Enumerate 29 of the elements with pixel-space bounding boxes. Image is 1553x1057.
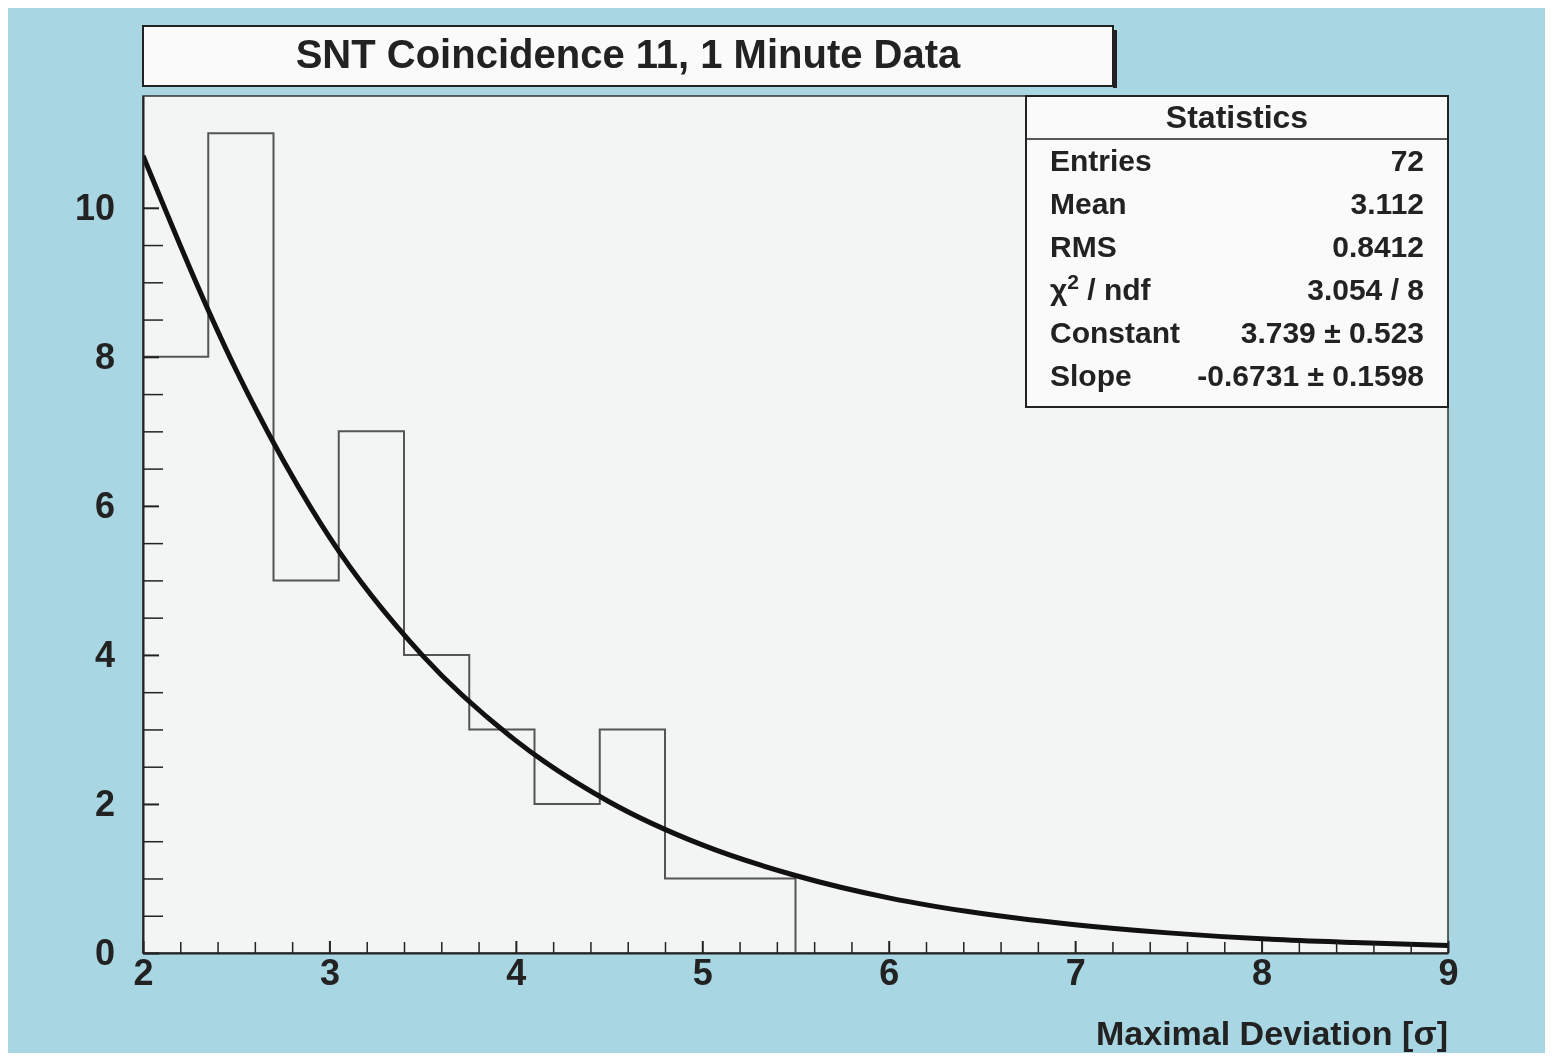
annotation: 72 xyxy=(1390,144,1424,177)
annotation: Constant xyxy=(1050,316,1180,349)
annotation: Slope xyxy=(1050,359,1132,392)
x-tick-label: 3 xyxy=(319,951,340,993)
x-tick-label: 2 xyxy=(133,951,154,993)
annotation: Entries xyxy=(1050,144,1152,177)
x-axis-title: Maximal Deviation [σ] xyxy=(1095,1014,1448,1052)
chart-title: SNT Coincidence 11, 1 Minute Data xyxy=(295,32,962,76)
annotation: 3.112 xyxy=(1350,187,1424,220)
x-tick-label: 5 xyxy=(692,951,713,993)
x-tick-label: 9 xyxy=(1438,951,1459,993)
x-tick-label: 7 xyxy=(1065,951,1086,993)
y-tick-label: 6 xyxy=(94,484,115,526)
y-tick-label: 2 xyxy=(94,782,115,824)
annotation: -0.6731 ± 0.1598 xyxy=(1197,359,1424,392)
annotation: RMS xyxy=(1050,230,1117,263)
annotation: Statistics xyxy=(1165,99,1309,135)
annotation: 0.8412 xyxy=(1332,230,1424,263)
x-tick-label: 6 xyxy=(879,951,900,993)
annotation: 3.054 / 8 xyxy=(1307,273,1424,306)
y-tick-label: 0 xyxy=(94,932,115,974)
x-tick-label: 8 xyxy=(1252,951,1273,993)
x-tick-label: 4 xyxy=(506,951,527,993)
y-tick-label: 10 xyxy=(74,186,115,228)
y-tick-label: 4 xyxy=(94,633,115,675)
annotation: 3.739 ± 0.523 xyxy=(1240,316,1424,349)
y-tick-label: 8 xyxy=(94,335,115,377)
annotation: Mean xyxy=(1050,187,1127,220)
annotation: χ$^{2}$ / ndf xyxy=(1050,269,1152,306)
